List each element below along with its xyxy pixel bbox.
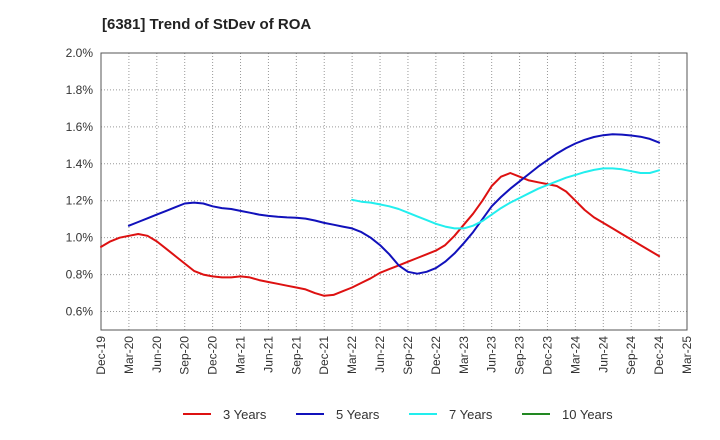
x-tick-label: Mar-20 [122, 336, 136, 374]
y-tick-label: 1.8% [66, 83, 94, 97]
x-tick-label: Sep-23 [513, 336, 527, 375]
x-tick-label: Mar-25 [680, 336, 694, 374]
x-tick-label: Dec-21 [317, 336, 331, 375]
x-tick-label: Dec-20 [206, 336, 220, 375]
y-tick-label: 1.4% [66, 157, 94, 171]
x-tick-label: Mar-22 [345, 336, 359, 374]
legend-label: 3 Years [223, 407, 267, 422]
x-tick-label: Dec-23 [540, 336, 554, 375]
x-tick-label: Jun-24 [596, 336, 610, 373]
x-tick-label: Dec-19 [94, 336, 108, 375]
plot-border [100, 52, 688, 331]
series-line-3-years [100, 172, 661, 297]
x-tick-label: Dec-24 [652, 336, 666, 375]
y-tick-label: 0.8% [66, 268, 94, 282]
x-tick-label: Jun-23 [485, 336, 499, 373]
x-tick-label: Jun-21 [261, 336, 275, 373]
x-tick-label: Sep-20 [178, 336, 192, 375]
chart-title: [6381] Trend of StDev of ROA [102, 16, 312, 33]
x-tick-label: Dec-22 [429, 336, 443, 375]
y-tick-label: 1.2% [66, 194, 94, 208]
series-line-7-years [351, 167, 661, 230]
x-tick-label: Mar-24 [568, 336, 582, 374]
x-tick-label: Mar-23 [457, 336, 471, 374]
y-tick-label: 1.0% [66, 231, 94, 245]
x-tick-label: Sep-21 [289, 336, 303, 375]
legend-label: 5 Years [336, 407, 380, 422]
x-tick-label: Jun-22 [373, 336, 387, 373]
x-tick-label: Sep-22 [401, 336, 415, 375]
y-tick-label: 2.0% [66, 46, 94, 60]
legend-label: 10 Years [562, 407, 613, 422]
y-tick-label: 1.6% [66, 120, 94, 134]
series-line-5-years [127, 133, 661, 275]
y-tick-label: 0.6% [66, 305, 94, 319]
x-tick-label: Jun-20 [150, 336, 164, 373]
x-tick-label: Sep-24 [624, 336, 638, 375]
x-tick-label: Mar-21 [234, 336, 248, 374]
legend-label: 7 Years [449, 407, 493, 422]
plot-area [101, 53, 687, 330]
